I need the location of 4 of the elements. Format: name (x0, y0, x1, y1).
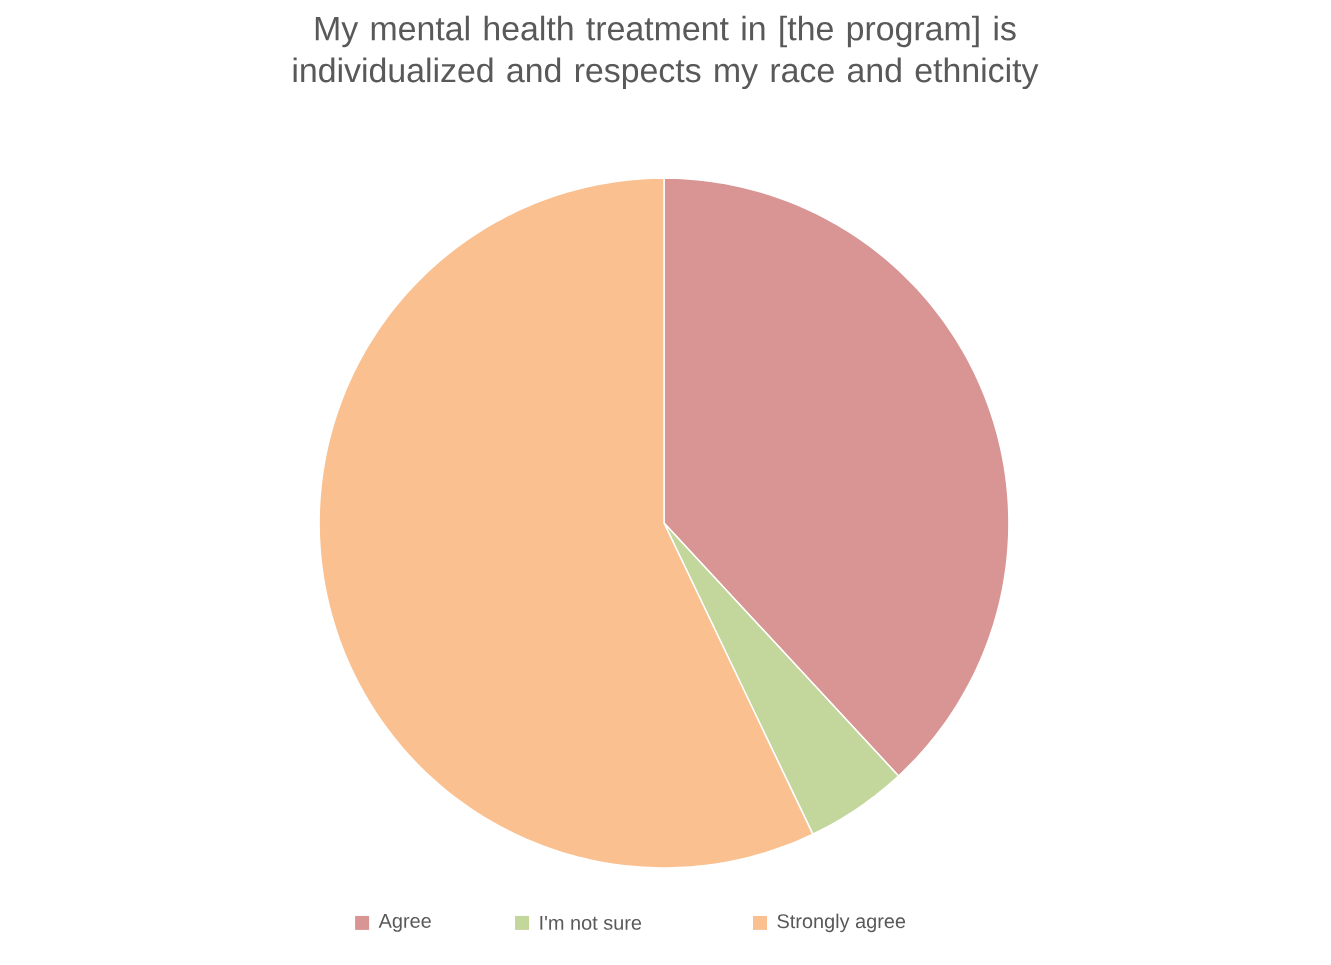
chart-title: My mental health treatment in [the program] is individualized and respects my race and ethnicity (293, 15, 1039, 90)
legend-label: I'm not sure (540, 915, 642, 930)
legend-label: Strongly agree (777, 913, 906, 933)
legend-label: Agree (378, 913, 431, 932)
